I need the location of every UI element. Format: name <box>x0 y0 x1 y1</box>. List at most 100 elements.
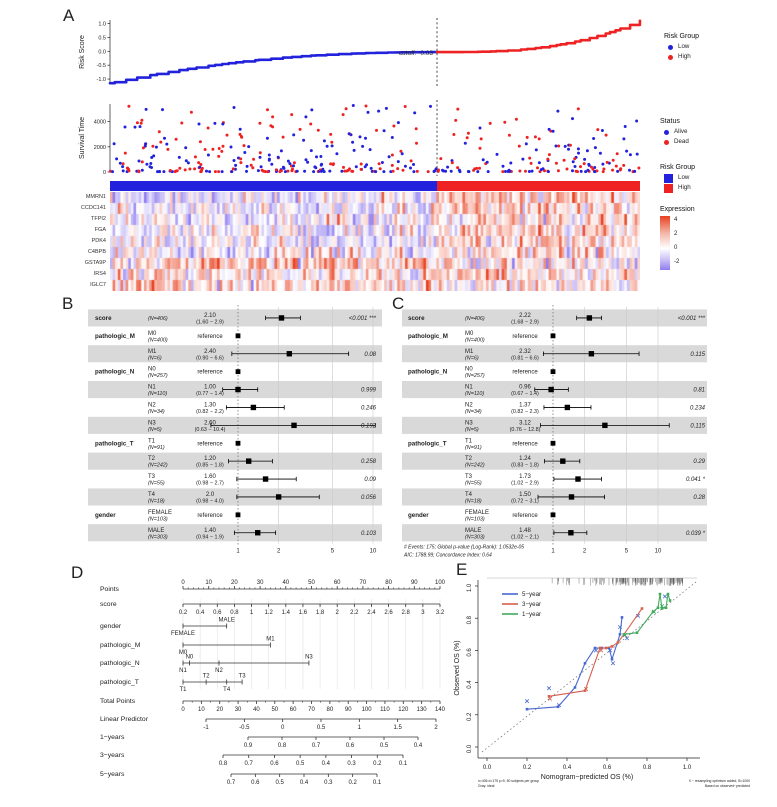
svg-text:(N=257): (N=257) <box>465 373 485 379</box>
svg-text:0.192: 0.192 <box>361 423 377 429</box>
calibration-plot: 0.0 0.2 0.4 0.6 0.8 1.0 0.0 0.2 0.4 0.6 0.8 1.0 Nomo… <box>454 577 750 788</box>
svg-text:(N=257): (N=257) <box>148 373 168 379</box>
svg-text:(N=18): (N=18) <box>465 498 482 504</box>
svg-text:(0.82 − 2.2): (0.82 − 2.2) <box>196 409 224 415</box>
svg-text:(N=34): (N=34) <box>465 409 482 415</box>
svg-text:T1: T1 <box>465 438 473 444</box>
svg-text:(N=5): (N=5) <box>465 427 479 433</box>
legend-risk-group-bar: Risk Group Low High <box>660 164 695 194</box>
svg-text:2.2: 2.2 <box>350 610 359 616</box>
svg-text:4000: 4000 <box>94 120 106 126</box>
svg-text:Observed OS (%): Observed OS (%) <box>454 640 461 695</box>
svg-text:90: 90 <box>345 707 352 713</box>
svg-text:1.50: 1.50 <box>519 492 531 498</box>
svg-text:10: 10 <box>205 580 212 586</box>
legend-item-low: Low <box>664 173 695 183</box>
risk-bar-low-segment <box>110 181 437 191</box>
svg-text:2.0: 2.0 <box>206 492 215 498</box>
svg-text:score: score <box>95 315 112 322</box>
gene-label: GSTA9P <box>84 260 106 266</box>
alive-dot-icon <box>664 129 669 135</box>
svg-text:N3: N3 <box>148 420 156 426</box>
svg-text:reference: reference <box>512 370 538 376</box>
svg-text:0.041 *: 0.041 * <box>686 477 706 483</box>
svg-text:30: 30 <box>257 580 264 586</box>
svg-text:(N=6): (N=6) <box>465 355 479 361</box>
svg-text:Gray: ideal: Gray: ideal <box>478 784 495 788</box>
svg-text:0.6: 0.6 <box>346 743 355 749</box>
svg-text:0.7: 0.7 <box>245 761 254 767</box>
svg-text:2: 2 <box>434 725 438 731</box>
svg-text:0.5: 0.5 <box>296 761 305 767</box>
svg-text:reference: reference <box>512 513 538 519</box>
svg-text:Risk Score: Risk Score <box>79 35 86 69</box>
svg-text:(0.72 − 3.1): (0.72 − 3.1) <box>511 498 539 504</box>
svg-text:(N=406): (N=406) <box>148 316 168 322</box>
svg-text:(1.60 − 2.9): (1.60 − 2.9) <box>196 319 224 325</box>
svg-text:1: 1 <box>250 610 254 616</box>
svg-text:3−years: 3−years <box>100 752 125 759</box>
svg-text:50: 50 <box>271 707 278 713</box>
svg-text:pathologic_M: pathologic_M <box>408 333 448 340</box>
svg-text:(1.02 − 2.9): (1.02 − 2.9) <box>511 481 539 487</box>
expression-heatmap <box>110 192 640 291</box>
svg-text:0.115: 0.115 <box>690 423 705 429</box>
survival-time-chart: 0 2000 4000 Survival Time <box>79 100 641 176</box>
svg-text:Total Points: Total Points <box>100 698 136 705</box>
svg-text:60: 60 <box>290 707 297 713</box>
colorbar-tick: 2 <box>674 231 678 237</box>
svg-text:(N=400): (N=400) <box>148 337 168 343</box>
svg-text:(0.82 − 2.3): (0.82 − 2.3) <box>511 409 539 415</box>
svg-text:0.246: 0.246 <box>361 405 377 411</box>
svg-text:Based on observed−predicted: Based on observed−predicted <box>705 784 750 788</box>
svg-text:1.5: 1.5 <box>393 725 402 731</box>
risk-bar-high-segment <box>437 181 640 191</box>
svg-text:-1.0: -1.0 <box>97 77 106 83</box>
svg-text:# Events: 175; Global p-value: # Events: 175; Global p-value (Log-Rank)… <box>404 545 524 551</box>
svg-text:(N=103): (N=103) <box>465 516 485 522</box>
svg-text:1.0: 1.0 <box>683 765 692 771</box>
svg-text:AIC: 1788.99; Concordance Inde: AIC: 1788.99; Concordance Index: 0.64 <box>403 553 492 559</box>
risk-score-chart: 1.0 0.5 0.0 -0.5 -1.0 Risk Score cutoff: -0.03 <box>79 18 642 88</box>
svg-text:1.20: 1.20 <box>204 456 216 462</box>
svg-text:1.0: 1.0 <box>467 583 473 592</box>
svg-text:gender: gender <box>95 512 116 519</box>
svg-text:0.1: 0.1 <box>373 780 382 786</box>
svg-text:reference: reference <box>197 513 223 519</box>
svg-text:cutoff: -0.03: cutoff: -0.03 <box>399 50 434 57</box>
svg-text:1.37: 1.37 <box>519 402 531 408</box>
svg-text:(N=242): (N=242) <box>465 463 485 469</box>
svg-text:2: 2 <box>583 549 587 555</box>
svg-text:(0.83 − 1.8): (0.83 − 1.8) <box>511 463 539 469</box>
svg-text:M1: M1 <box>266 637 275 643</box>
svg-text:2.40: 2.40 <box>204 349 216 355</box>
dead-dot-icon <box>664 139 669 145</box>
svg-text:reference: reference <box>197 334 223 340</box>
legend-title: Risk Group <box>660 164 696 171</box>
svg-text:0.0: 0.0 <box>98 49 106 55</box>
svg-text:0.5: 0.5 <box>317 725 326 731</box>
svg-text:0.6: 0.6 <box>603 765 612 771</box>
panel-e-label: E <box>456 560 468 579</box>
svg-text:T3: T3 <box>465 474 473 480</box>
svg-text:0.4: 0.4 <box>414 743 423 749</box>
svg-text:5−year: 5−year <box>522 591 541 598</box>
svg-text:0.08: 0.08 <box>364 352 376 358</box>
svg-text:(N=18): (N=18) <box>148 498 165 504</box>
high-dot-icon <box>668 54 673 60</box>
svg-text:M0: M0 <box>148 331 157 337</box>
svg-text:0.28: 0.28 <box>693 495 705 501</box>
svg-text:<0.001 ***: <0.001 *** <box>349 316 377 322</box>
svg-text:5−years: 5−years <box>100 771 125 778</box>
svg-text:(N=91): (N=91) <box>148 445 165 451</box>
svg-text:reference: reference <box>512 334 538 340</box>
svg-text:(0.76 − 12.8): (0.76 − 12.8) <box>510 427 541 433</box>
svg-text:0.2: 0.2 <box>467 712 473 721</box>
svg-text:40: 40 <box>282 580 289 586</box>
svg-text:1.24: 1.24 <box>519 456 531 462</box>
svg-text:(N=303): (N=303) <box>465 534 485 540</box>
svg-text:(0.77 − 1.4): (0.77 − 1.4) <box>196 391 224 397</box>
svg-text:pathologic_T: pathologic_T <box>408 440 447 447</box>
legend-item-alive: Alive <box>664 128 689 136</box>
svg-text:MALE: MALE <box>219 618 235 624</box>
